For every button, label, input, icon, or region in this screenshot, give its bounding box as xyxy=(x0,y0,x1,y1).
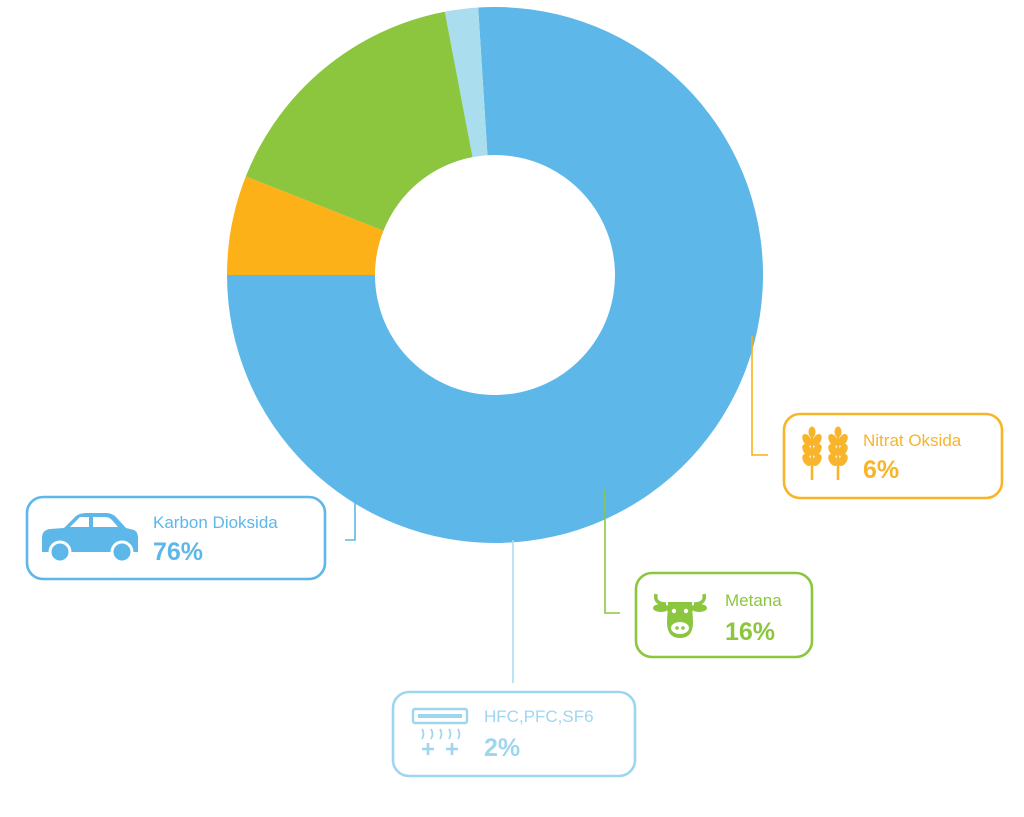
slice-value-nitrat-oksida: 6% xyxy=(863,456,899,484)
callout-box-hfc-pfc-sf6 xyxy=(391,690,637,778)
donut-slices xyxy=(227,7,763,544)
leader-line-metana xyxy=(604,490,620,614)
slice-label-karbon-dioksida: Karbon Dioksida xyxy=(153,513,278,532)
leader-line-nitrat-oksida xyxy=(751,336,768,456)
wheat-icon xyxy=(802,426,848,480)
slice-value-hfc-pfc-sf6: 2% xyxy=(484,734,520,762)
callout-box-metana xyxy=(634,571,814,659)
callout-metana: Metana 16% xyxy=(604,490,814,659)
cow-icon xyxy=(653,593,707,638)
leader-line-karbon-dioksida xyxy=(345,447,356,541)
slice-label-metana: Metana xyxy=(725,591,782,610)
slice-nitrat-oksida xyxy=(227,176,384,275)
slice-karbon-dioksida xyxy=(227,7,763,544)
slice-value-karbon-dioksida: 76% xyxy=(153,538,203,566)
slice-label-nitrat-oksida: Nitrat Oksida xyxy=(863,431,962,450)
callout-hfc-pfc-sf6: HFC,PFC,SF6 2% xyxy=(391,540,637,778)
slice-hfc-pfc-sf6 xyxy=(444,7,488,158)
slice-value-metana: 16% xyxy=(725,618,775,646)
callouts: Karbon Dioksida 76% HFC,PFC,SF6 2% Metana 16%… xyxy=(25,336,1004,778)
slice-metana xyxy=(245,11,473,231)
car-icon xyxy=(42,513,138,564)
callout-nitrat-oksida: Nitrat Oksida 6% xyxy=(751,336,1004,500)
callout-karbon-dioksida: Karbon Dioksida 76% xyxy=(25,447,356,581)
air-conditioner-icon xyxy=(411,707,469,755)
slice-label-hfc-pfc-sf6: HFC,PFC,SF6 xyxy=(484,707,594,726)
